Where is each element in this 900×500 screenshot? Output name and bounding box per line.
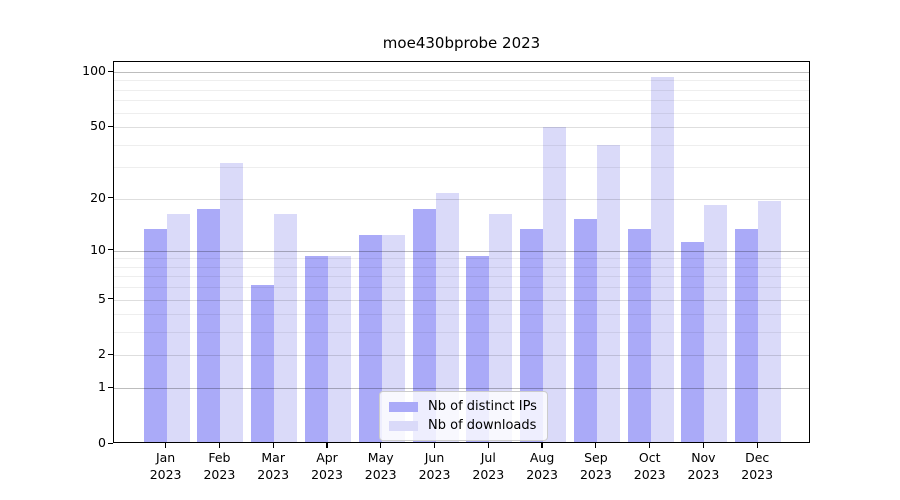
x-tick-feb — [218, 443, 220, 448]
x-tick-oct — [649, 443, 651, 448]
gridline-90 — [114, 80, 809, 82]
bar-downloads-mar — [274, 213, 298, 442]
gridline-8 — [114, 266, 809, 268]
x-tick-sep — [595, 443, 597, 448]
y-tick-label-2: 2 — [98, 346, 106, 362]
bar-distinct-ips-oct — [627, 229, 651, 442]
bar-distinct-ips-jan — [143, 229, 167, 442]
bar-downloads-jul — [489, 213, 513, 442]
bar-distinct-ips-may — [358, 235, 382, 442]
bar-downloads-jun — [435, 192, 459, 442]
x-tick-jan — [164, 443, 167, 448]
bar-distinct-ips-jun — [412, 209, 436, 442]
y-tick-20 — [108, 197, 113, 199]
x-tick-label-dec: Dec 2023 — [741, 450, 774, 482]
y-tick-5 — [108, 298, 113, 300]
x-tick-label-may: May 2023 — [364, 450, 397, 482]
bar-distinct-ips-feb — [197, 209, 221, 442]
x-tick-label-nov: Nov 2023 — [687, 450, 720, 482]
gridline-5 — [114, 299, 809, 301]
bar-downloads-aug — [543, 126, 567, 442]
y-tick-2 — [108, 353, 113, 356]
gridline-10 — [114, 250, 809, 252]
gridline-100 — [114, 72, 809, 74]
y-tick-label-0: 0 — [98, 435, 106, 450]
bar-downloads-dec — [758, 200, 782, 442]
bar-distinct-ips-apr — [304, 256, 328, 442]
gridline-70 — [114, 100, 809, 102]
gridline-80 — [114, 89, 809, 91]
y-tick-label-10: 10 — [90, 241, 106, 257]
y-tick-10 — [108, 249, 113, 251]
y-tick-1 — [108, 386, 113, 388]
x-tick-label-sep: Sep 2023 — [579, 450, 612, 482]
y-tick-label-100: 100 — [82, 63, 106, 78]
x-tick-label-jun: Jun 2023 — [418, 450, 451, 482]
y-tick-100 — [108, 70, 113, 72]
bar-downloads-sep — [596, 144, 620, 442]
x-tick-jun — [433, 443, 436, 448]
bar-downloads-oct — [650, 76, 674, 442]
x-tick-jul — [487, 443, 489, 448]
x-tick-label-apr: Apr 2023 — [311, 450, 343, 482]
gridline-1 — [114, 388, 809, 390]
gridline-9 — [114, 258, 809, 260]
gridline-4 — [114, 314, 809, 316]
legend: Nb of distinct IPs Nb of downloads — [379, 391, 548, 441]
plot-area — [113, 61, 810, 443]
gridline-20 — [114, 198, 809, 200]
legend-label-distinct-ips: Nb of distinct IPs — [428, 399, 537, 414]
x-tick-aug — [541, 443, 543, 448]
y-tick-label-5: 5 — [98, 290, 106, 306]
x-tick-nov — [702, 443, 705, 448]
y-tick-label-50: 50 — [90, 118, 106, 134]
y-tick-label-1: 1 — [98, 379, 106, 395]
y-tick-0 — [108, 442, 113, 444]
x-tick-apr — [326, 443, 328, 448]
legend-swatch-distinct-ips-icon — [389, 401, 418, 412]
gridline-50 — [114, 127, 809, 129]
x-tick-label-mar: Mar 2023 — [257, 450, 290, 482]
gridline-30 — [114, 167, 809, 169]
legend-item-distinct-ips: Nb of distinct IPs — [389, 397, 537, 416]
bar-downloads-jan — [166, 213, 190, 442]
bar-downloads-feb — [220, 162, 244, 442]
y-tick-label-20: 20 — [90, 189, 106, 205]
x-tick-label-oct: Oct 2023 — [633, 450, 666, 482]
bar-distinct-ips-nov — [681, 241, 705, 442]
x-tick-may — [380, 443, 382, 448]
gridline-3 — [114, 332, 809, 334]
bar-distinct-ips-aug — [520, 229, 544, 442]
gridline-6 — [114, 287, 809, 289]
bar-downloads-nov — [704, 204, 728, 442]
chart-title: moe430bprobe 2023 — [382, 34, 541, 52]
legend-label-downloads: Nb of downloads — [428, 418, 537, 433]
gridline-60 — [114, 112, 809, 114]
legend-item-downloads: Nb of downloads — [389, 416, 537, 435]
x-tick-dec — [756, 443, 758, 448]
bar-distinct-ips-mar — [251, 285, 275, 442]
bar-distinct-ips-dec — [735, 229, 759, 442]
x-tick-label-jul: Jul 2023 — [472, 450, 505, 482]
x-tick-label-aug: Aug 2023 — [526, 450, 558, 482]
x-tick-mar — [272, 443, 274, 448]
gridlines-layer — [114, 62, 809, 442]
legend-swatch-downloads-icon — [389, 420, 418, 431]
gridline-40 — [114, 144, 809, 146]
x-tick-label-jan: Jan 2023 — [149, 450, 182, 482]
x-tick-label-feb: Feb 2023 — [203, 450, 236, 482]
y-tick-50 — [108, 125, 113, 127]
bar-downloads-may — [381, 235, 405, 442]
bar-distinct-ips-sep — [573, 218, 597, 442]
gridline-2 — [114, 355, 809, 357]
bar-downloads-apr — [327, 256, 351, 442]
gridline-7 — [114, 276, 809, 278]
